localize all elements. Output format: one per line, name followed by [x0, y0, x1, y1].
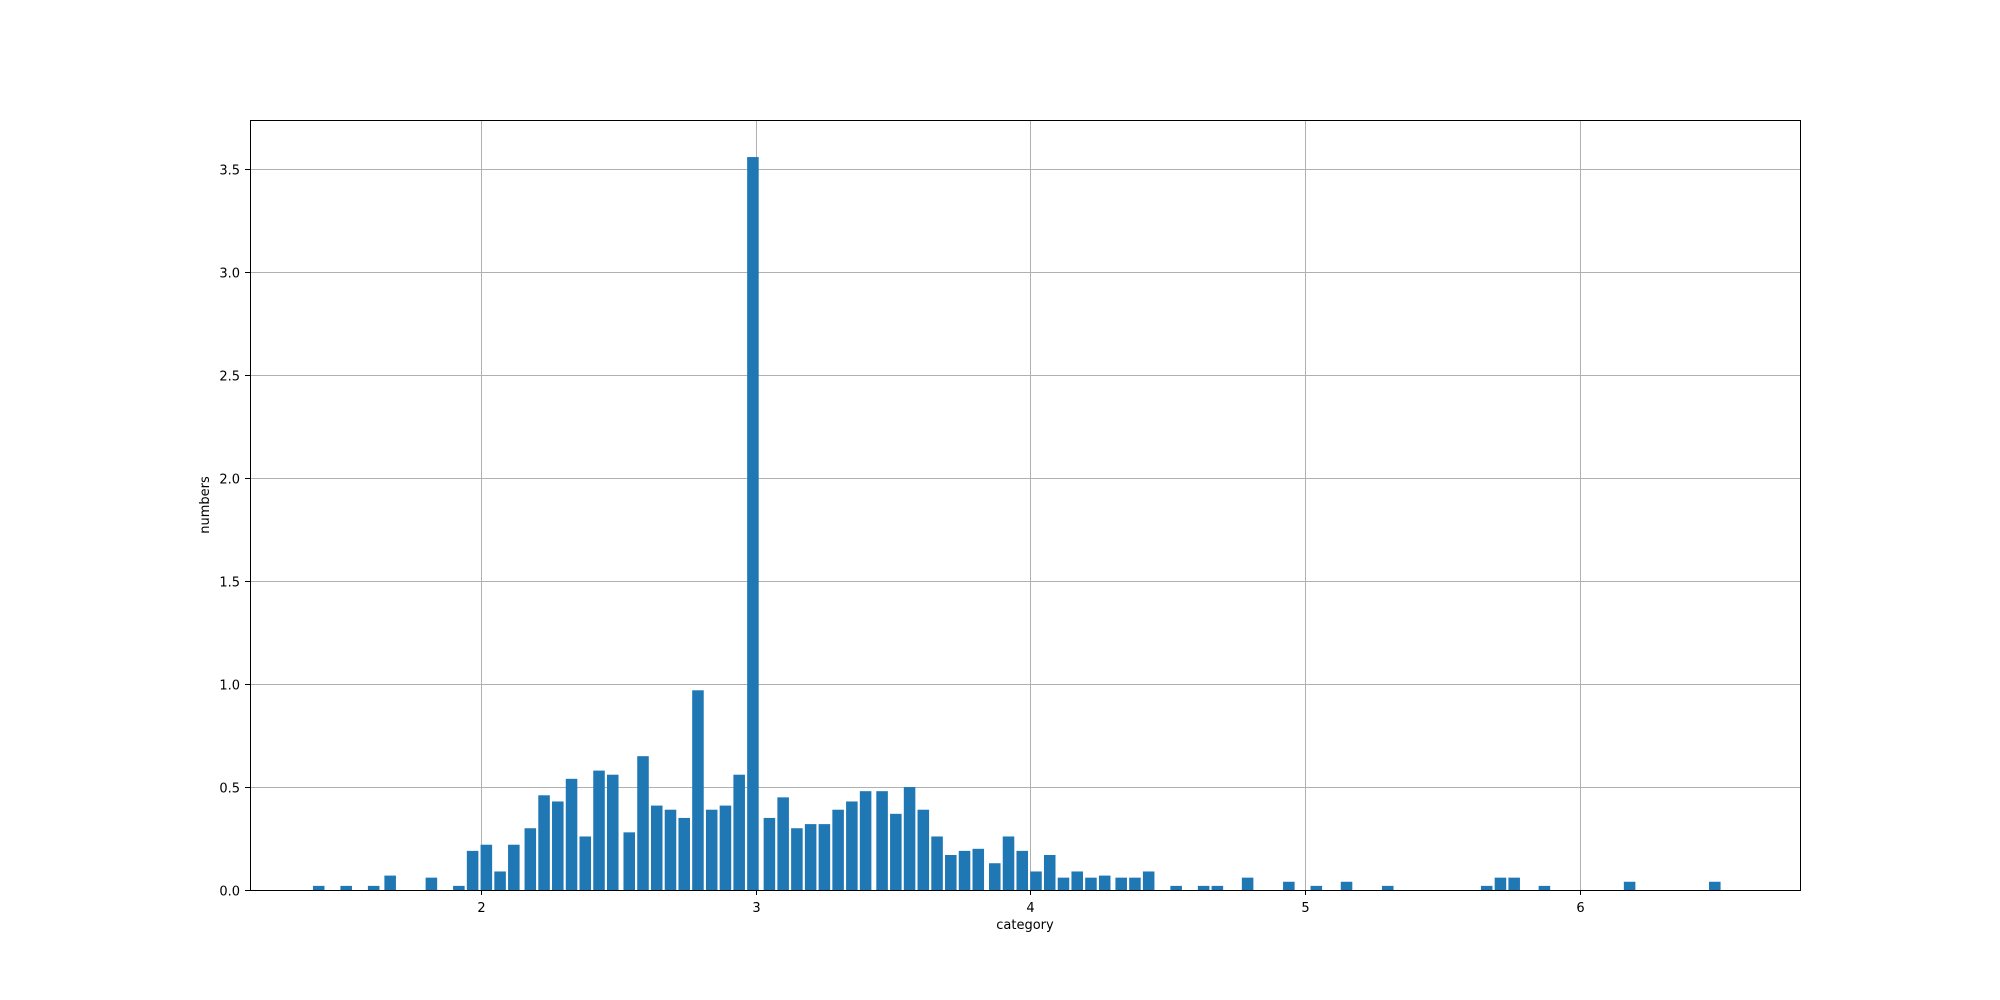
- bar: [593, 770, 605, 890]
- bars-layer: [312, 157, 1721, 890]
- bar: [1508, 877, 1520, 890]
- x-tick-label: 6: [1576, 901, 1584, 916]
- y-tick-label: 0.0: [219, 885, 240, 900]
- bar: [1002, 836, 1015, 890]
- bar: [538, 795, 550, 890]
- bar: [1340, 881, 1353, 890]
- bar: [312, 885, 325, 890]
- bar: [917, 809, 930, 890]
- y-tick-label: 2.0: [219, 473, 240, 488]
- y-tick-label: 0.5: [219, 782, 240, 797]
- bar: [1071, 871, 1083, 890]
- bar: [1241, 877, 1254, 890]
- y-tick-label: 3.0: [219, 267, 240, 282]
- bar: [1016, 850, 1029, 890]
- bar: [384, 875, 396, 890]
- bar: [1310, 885, 1323, 890]
- ticks-layer: 2 3 4 5 6 0.0 0.5 1.0 1.5 2.0 2.5 3.0 3.5: [219, 164, 1584, 917]
- bar: [1197, 885, 1210, 890]
- x-tick-label: 2: [477, 901, 485, 916]
- x-tick-label: 5: [1301, 901, 1309, 916]
- bar: [1043, 855, 1056, 890]
- bar: [1709, 881, 1721, 890]
- bar: [1494, 877, 1507, 890]
- bar: [692, 690, 704, 890]
- x-tick-label: 4: [1026, 901, 1034, 916]
- bar: [1085, 877, 1097, 890]
- x-tick-label: 3: [752, 901, 760, 916]
- bar: [818, 824, 831, 890]
- bar: [579, 836, 592, 890]
- bar: [1129, 877, 1141, 890]
- bar: [494, 871, 506, 890]
- bar: [972, 848, 985, 890]
- bar: [524, 828, 537, 890]
- bar: [606, 774, 619, 890]
- bar: [958, 850, 971, 890]
- bar: [565, 778, 578, 890]
- bar: [1623, 881, 1636, 890]
- bar: [1057, 877, 1070, 890]
- plot-area: [250, 120, 1800, 890]
- y-tick-label: 1.0: [219, 679, 240, 694]
- bar: [804, 824, 817, 890]
- bar: [1098, 875, 1111, 890]
- x-axis-label: category: [996, 918, 1054, 933]
- bar: [453, 885, 465, 890]
- bar: [903, 787, 916, 890]
- bar: [747, 157, 759, 890]
- bar: [1115, 877, 1127, 890]
- bar: [425, 877, 438, 890]
- bar: [466, 850, 479, 890]
- bar: [623, 832, 636, 890]
- y-tick-label: 2.5: [219, 370, 240, 385]
- bar: [846, 801, 858, 890]
- bar: [664, 809, 677, 890]
- bar: [637, 756, 649, 890]
- bar: [890, 813, 902, 890]
- bar: [340, 885, 352, 890]
- bar: [989, 863, 1001, 890]
- bar: [1142, 871, 1155, 890]
- bar: [1480, 885, 1493, 890]
- grid-layer: [250, 120, 1800, 891]
- bar: [1283, 881, 1295, 890]
- bar: [791, 828, 803, 890]
- y-tick-label: 1.5: [219, 576, 240, 591]
- bar: [1211, 885, 1224, 890]
- bar: [1030, 871, 1042, 890]
- bar: [931, 836, 943, 890]
- bar: [1170, 885, 1182, 890]
- bar: [508, 844, 520, 890]
- bar: [763, 817, 776, 890]
- bar: [777, 797, 789, 890]
- y-tick-label: 3.5: [219, 164, 240, 179]
- bar: [480, 844, 493, 890]
- bar: [367, 885, 380, 890]
- bar: [859, 791, 872, 890]
- bar: [1381, 885, 1394, 890]
- bar: [1538, 885, 1551, 890]
- bar: [945, 855, 957, 890]
- bar: [733, 774, 745, 890]
- bar: [719, 805, 732, 890]
- plot-frame: [250, 120, 1801, 891]
- bar: [832, 809, 844, 890]
- bar: [876, 791, 888, 890]
- bar: [705, 809, 718, 890]
- y-axis-label: numbers: [198, 476, 213, 534]
- bar: [552, 801, 564, 890]
- bar: [678, 817, 690, 890]
- bar: [650, 805, 663, 890]
